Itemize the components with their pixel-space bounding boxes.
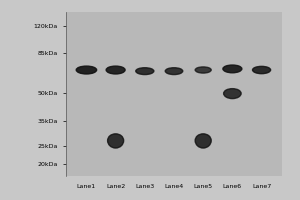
Ellipse shape: [165, 68, 183, 75]
Ellipse shape: [108, 134, 124, 148]
Ellipse shape: [195, 67, 211, 73]
Ellipse shape: [106, 66, 125, 74]
Ellipse shape: [253, 66, 271, 74]
Ellipse shape: [136, 68, 154, 75]
Ellipse shape: [76, 66, 97, 74]
Ellipse shape: [223, 65, 242, 73]
Ellipse shape: [195, 134, 211, 148]
Ellipse shape: [224, 89, 241, 99]
